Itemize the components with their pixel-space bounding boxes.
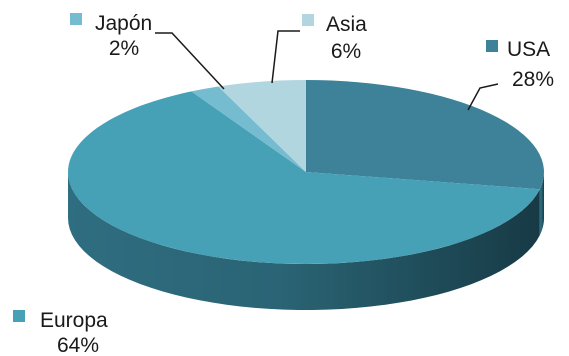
slice-value-label: 28% [512, 68, 554, 91]
slice-name-label: Japón [95, 12, 152, 35]
pie-slice-europa [67, 91, 540, 265]
slice-name-label: Europa [40, 309, 108, 332]
leader-line-asia [271, 30, 300, 84]
pie-slice-japón [191, 86, 306, 172]
pie-side-europa [68, 172, 540, 310]
slice-name-label: Asia [326, 13, 367, 36]
pie-slice-asia [218, 80, 306, 172]
legend-swatch-japón [70, 13, 82, 25]
slice-value-label: 2% [109, 37, 139, 60]
legend-swatch-europa [13, 310, 25, 322]
slice-value-label: 64% [57, 334, 99, 356]
slice-value-label: 6% [331, 40, 361, 63]
leader-line-usa [467, 83, 499, 111]
leader-line-japón [155, 32, 225, 90]
slice-name-label: USA [507, 38, 550, 61]
pie-side-usa [539, 172, 544, 236]
legend-swatch-usa [486, 40, 498, 52]
legend-swatch-asia [302, 14, 314, 26]
pie-slice-usa [306, 80, 544, 190]
